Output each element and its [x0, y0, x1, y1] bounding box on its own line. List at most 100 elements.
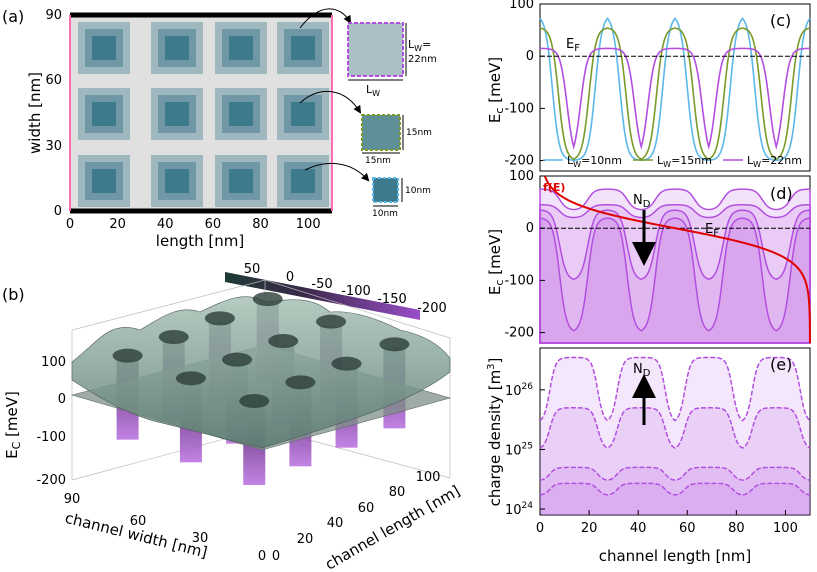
- e-ytick: 1026: [505, 382, 533, 399]
- c-y-ticks: 100 0 -100 -200: [504, 0, 545, 169]
- d-y-ticks: 100 0 -100 -200: [504, 169, 545, 341]
- fermi-dirac-curve: [543, 175, 811, 343]
- surface-well: [175, 371, 206, 386]
- surface-well: [331, 356, 362, 371]
- d-ylabel: Ec [meV]: [486, 229, 506, 295]
- d-ytick: 100: [509, 169, 534, 184]
- surface-well: [112, 348, 143, 363]
- legend-lw22: LW=22nm: [747, 154, 802, 169]
- d-series: [539, 188, 811, 344]
- e-xtick: 0: [536, 521, 544, 536]
- well-inner: [165, 36, 189, 60]
- e-series-area: [540, 357, 810, 515]
- b-ytick: 80: [389, 485, 406, 500]
- panel-a: (a) 0 20 40 60 80 100 0 30 60 90 length …: [2, 7, 437, 250]
- a-xtick: 60: [205, 217, 222, 232]
- surface-well: [316, 314, 347, 329]
- surface-wells: [112, 292, 410, 408]
- surface-well: [268, 334, 299, 349]
- inset-lw22-label: LW=: [408, 38, 431, 53]
- e-xtick: 80: [728, 521, 745, 536]
- a-ytick: 90: [45, 8, 62, 23]
- b-ytick: 60: [358, 501, 375, 516]
- b-ztick: -100: [36, 430, 66, 445]
- d-ef-label: EF: [705, 222, 719, 239]
- well-inner: [229, 36, 253, 60]
- a-xtick: 80: [252, 217, 269, 232]
- inset-lw22: [347, 22, 404, 77]
- a-ytick: 0: [54, 204, 62, 219]
- e-xtick: 100: [773, 521, 798, 536]
- a-xtick: 20: [109, 217, 126, 232]
- b-zlabel: EC [meV]: [3, 391, 23, 459]
- d-nd-label: ND: [633, 193, 651, 210]
- panel-b: (b) 50 0 -50 -100 -150 -200: [2, 262, 463, 572]
- colorbar-tick: -150: [377, 292, 407, 307]
- arrow-icon: [299, 90, 362, 114]
- d-fermi-label: f(E): [543, 181, 565, 194]
- e-xtick: 20: [581, 521, 598, 536]
- quantum-well-grid: [78, 22, 329, 207]
- arrow-icon: [304, 162, 370, 182]
- c-ef-label: EF: [566, 37, 580, 54]
- inset-lw10-side: 10nm: [405, 186, 431, 196]
- e-panel-label: (e): [770, 355, 792, 374]
- c-series-line: [539, 27, 811, 160]
- colorbar-tick: -200: [417, 301, 447, 316]
- b-ztick: 100: [41, 355, 66, 370]
- a-xlabel: length [nm]: [156, 232, 244, 250]
- e-series: [539, 356, 811, 515]
- b-ytick: 40: [327, 516, 344, 531]
- well-inner: [165, 102, 189, 126]
- a-ytick: 30: [45, 139, 62, 154]
- legend-lw15: LW=15nm: [657, 154, 712, 169]
- well-inner: [165, 169, 189, 193]
- b-ytick: 100: [416, 470, 441, 485]
- panel-a-label: (a): [2, 7, 24, 26]
- panel-c: (c) EF 100 0 -100 -200 Ec [meV] LW=10nm LW=…: [486, 0, 811, 172]
- e-xtick: 60: [679, 521, 696, 536]
- e-series-area: [540, 407, 810, 515]
- c-panel-label: (c): [770, 11, 791, 30]
- e-y-ticks: 1024 1025 1026: [505, 382, 545, 518]
- surface-well: [239, 393, 270, 408]
- inset-lw22-width: LW: [366, 83, 380, 98]
- colorbar-tick: 50: [244, 262, 261, 277]
- d-panel-label: (d): [770, 184, 793, 203]
- a-xtick: 40: [157, 217, 174, 232]
- well-inner: [92, 36, 116, 60]
- legend-lw10: LW=10nm: [567, 154, 622, 169]
- d-ytick: -200: [504, 326, 534, 341]
- inset-lw15-bottom: 15nm: [365, 156, 391, 166]
- a-xtick: 0: [66, 217, 74, 232]
- surface-well: [379, 337, 410, 352]
- b-xtick: 90: [64, 492, 81, 507]
- inset-lw10: [372, 177, 399, 203]
- e-ylabel: charge density [m3]: [486, 358, 504, 507]
- e-series-line: [539, 407, 811, 449]
- c-ytick: 100: [509, 0, 534, 12]
- surface-well: [285, 375, 316, 390]
- panel-a-x-ticks: 0 20 40 60 80 100: [66, 217, 321, 232]
- e-xtick: 40: [630, 521, 647, 536]
- a-ytick: 60: [45, 73, 62, 88]
- surface-well: [222, 352, 253, 367]
- b-ztick: 0: [58, 392, 66, 407]
- e-series-line: [539, 482, 811, 496]
- e-series-area: [540, 467, 810, 515]
- surface-well: [204, 311, 235, 326]
- c-series-line: [539, 47, 811, 150]
- e-series-area: [540, 483, 810, 515]
- a-ylabel: width [nm]: [26, 72, 44, 154]
- e-ytick: 1024: [505, 501, 533, 518]
- c-axes: [539, 3, 811, 172]
- e-x-ticks: 0 20 40 60 80 100: [536, 510, 798, 536]
- well-inner: [291, 102, 315, 126]
- d-series-area: [539, 188, 811, 344]
- e-nd-label: ND: [633, 362, 651, 379]
- b-xtick: 60: [130, 514, 147, 529]
- d-series-area: [539, 217, 811, 344]
- d-ytick: 0: [526, 221, 534, 236]
- well-inner: [92, 102, 116, 126]
